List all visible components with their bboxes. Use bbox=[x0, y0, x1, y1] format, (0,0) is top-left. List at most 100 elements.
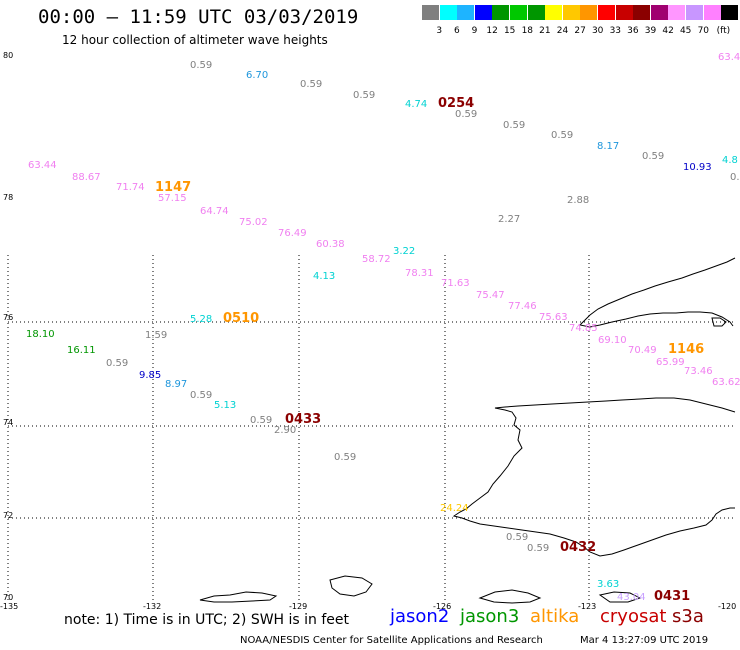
coastline bbox=[199, 257, 736, 604]
credit-timestamp: Mar 4 13:27:09 UTC 2019 bbox=[580, 635, 709, 646]
pass-time-label: 0433 bbox=[285, 412, 321, 427]
wave-height-label: 0.59 bbox=[250, 415, 272, 426]
wave-height-label: 16.11 bbox=[67, 345, 96, 356]
legend-label: 6 bbox=[454, 26, 460, 36]
wave-height-label: 8.17 bbox=[597, 141, 619, 152]
legend-label: 9 bbox=[471, 26, 478, 36]
legend-swatch bbox=[686, 5, 703, 20]
wave-height-label: 0.59 bbox=[455, 109, 477, 120]
wave-height-label: 88.67 bbox=[72, 172, 101, 183]
wave-height-label: 63.62 bbox=[712, 377, 740, 388]
coastline-island-1 bbox=[711, 317, 727, 327]
wave-height-label: 4.13 bbox=[313, 271, 335, 282]
wave-height-label: 58.72 bbox=[362, 254, 391, 265]
legend-label: 33 bbox=[609, 26, 622, 36]
wave-height-label: 75.47 bbox=[476, 290, 505, 301]
wave-height-label: 4.8 bbox=[722, 155, 738, 166]
lon-label: -135 bbox=[0, 602, 18, 611]
wave-height-label: 0.59 bbox=[642, 151, 664, 162]
wave-height-label: 0.59 bbox=[334, 452, 356, 463]
legend-label: 3 bbox=[436, 26, 443, 36]
lon-label: -123 bbox=[578, 602, 596, 611]
coastline-island-4 bbox=[478, 589, 542, 604]
wave-height-label: 63.44 bbox=[28, 160, 57, 171]
pass-time-label: 0431 bbox=[654, 589, 690, 604]
map-subtitle: 12 hour collection of altimeter wave hei… bbox=[62, 33, 328, 47]
legend-label: 27 bbox=[574, 26, 586, 36]
wave-height-label: 9.85 bbox=[139, 370, 161, 381]
wave-height-label: 63.4 bbox=[718, 52, 740, 63]
wave-height-label: 18.10 bbox=[26, 329, 55, 340]
legend-swatch bbox=[457, 5, 475, 20]
pass-time-label: 0432 bbox=[560, 540, 596, 555]
wave-height-label: 65.99 bbox=[656, 357, 685, 368]
axis-labels: 80 78 76 74 72 70-135 -132 -129 -126 -123 -120 bbox=[0, 51, 736, 611]
map-title: 00:00 – 11:59 UTC 03/03/2019 bbox=[38, 6, 359, 28]
lon-label: -129 bbox=[289, 602, 307, 611]
coastline-island-3 bbox=[199, 591, 278, 603]
legend-swatch bbox=[439, 5, 457, 20]
wave-height-label: 0.59 bbox=[503, 120, 525, 131]
wave-height-label: 0.59 bbox=[527, 543, 549, 554]
credit-text: NOAA/NESDIS Center for Satellite Applica… bbox=[240, 635, 543, 646]
wave-height-label: 0. bbox=[730, 172, 740, 183]
wave-height-label: 71.74 bbox=[116, 182, 145, 193]
wave-height-label: 0.59 bbox=[190, 60, 212, 71]
lon-label: -132 bbox=[143, 602, 161, 611]
legend-label: 70 bbox=[697, 26, 710, 36]
wave-height-label: 2.90 bbox=[274, 425, 296, 436]
wave-height-label: 6.70 bbox=[246, 70, 268, 81]
legend-label: 30 bbox=[591, 26, 604, 36]
pass-time-label: 1147 bbox=[155, 180, 191, 195]
wave-height-label: 5.13 bbox=[214, 400, 236, 411]
wave-height-label: 74.85 bbox=[569, 323, 598, 334]
wave-height-label: 43.04 bbox=[617, 592, 646, 603]
wave-height-label: 69.10 bbox=[598, 335, 627, 346]
wave-height-label: 5.28 bbox=[190, 314, 212, 325]
wave-height-label: 0.59 bbox=[300, 79, 322, 90]
satellite-s3a: s3a bbox=[672, 606, 704, 627]
wave-height-label: 3.22 bbox=[393, 246, 415, 257]
wave-height-label: 0.59 bbox=[506, 532, 528, 543]
legend-label: 21 bbox=[539, 26, 551, 36]
wave-height-label: 0.59 bbox=[190, 390, 212, 401]
legend-swatch bbox=[492, 5, 510, 20]
legend-swatch bbox=[510, 5, 527, 20]
wave-height-label: 0.59 bbox=[106, 358, 128, 369]
legend-label: 18 bbox=[521, 26, 534, 36]
legend-swatch bbox=[474, 5, 492, 20]
legend-label: 42 bbox=[662, 26, 674, 36]
coastline-island-2 bbox=[329, 575, 373, 597]
legend-label: 24 bbox=[556, 26, 569, 36]
wave-height-label: 24.24 bbox=[440, 503, 469, 514]
legend-swatch bbox=[633, 5, 651, 20]
wave-height-label: 10.93 bbox=[683, 162, 712, 173]
legend-label: 39 bbox=[644, 26, 657, 36]
legend-swatch bbox=[668, 5, 686, 20]
legend-swatch bbox=[721, 5, 739, 20]
wave-height-label: 64.74 bbox=[200, 206, 229, 217]
observation-labels: 0.596.700.590.594.74 02540.590.590.598.17… bbox=[26, 52, 740, 604]
wave-height-label: 77.46 bbox=[508, 301, 537, 312]
pass-time-label: 0254 bbox=[438, 96, 474, 111]
wave-height-label: 2.88 bbox=[567, 195, 589, 206]
wave-height-label: 1.59 bbox=[145, 330, 167, 341]
wave-height-label: 73.46 bbox=[684, 366, 713, 377]
wave-height-label: 71.63 bbox=[441, 278, 470, 289]
legend-label: 15 bbox=[503, 26, 516, 36]
legend-swatch bbox=[545, 5, 563, 20]
legend-label: 12 bbox=[486, 26, 498, 36]
legend-label: 36 bbox=[627, 26, 639, 36]
legend-swatch bbox=[650, 5, 668, 20]
legend-swatch bbox=[527, 5, 545, 20]
satellite-jason3: jason3 bbox=[460, 606, 520, 627]
legend-swatch bbox=[615, 5, 633, 20]
coastline-island-5 bbox=[598, 591, 642, 603]
wave-height-label: 75.02 bbox=[239, 217, 268, 228]
lon-label: -126 bbox=[433, 602, 451, 611]
legend-swatch bbox=[422, 5, 439, 20]
legend-swatch bbox=[598, 5, 615, 20]
legend-label: 45 bbox=[679, 26, 692, 36]
